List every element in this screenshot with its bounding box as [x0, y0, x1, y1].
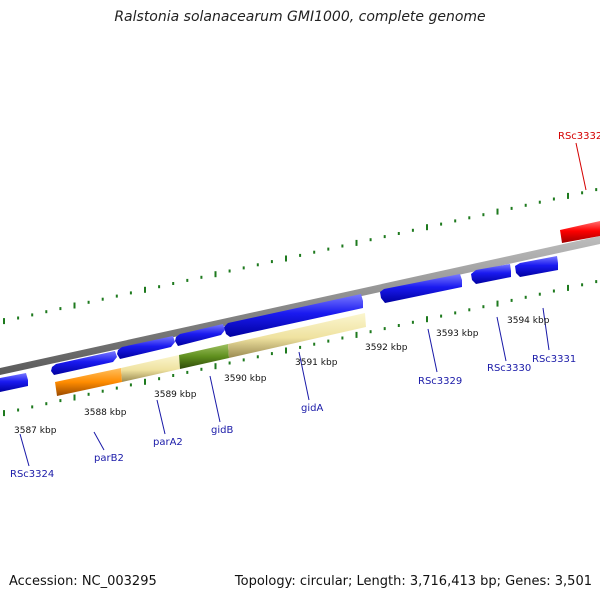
gene-arrow-parb2[interactable]: [55, 368, 122, 396]
gene-label-para2[interactable]: parA2: [153, 437, 183, 448]
leader-rsc3329: [427, 328, 438, 373]
gene-arrow-para2[interactable]: [121, 355, 180, 382]
gene-arrow-upper-4[interactable]: [224, 294, 363, 337]
leader-gida: [298, 351, 310, 401]
leader-gidb: [209, 375, 221, 423]
gene-arrow-rsc3332[interactable]: [560, 221, 600, 243]
gene-arrow-gida[interactable]: [228, 313, 366, 358]
scale-label: 3593 kbp: [436, 329, 479, 339]
gene-label-rsc3331[interactable]: RSc3331: [532, 354, 576, 365]
gene-label-gida[interactable]: gidA: [301, 403, 323, 414]
leader-para2: [156, 399, 166, 435]
leader-rsc3332: [575, 142, 587, 191]
gene-label-parb2[interactable]: parB2: [94, 453, 124, 464]
genome-backbone: [0, 236, 600, 375]
gene-arrow-upper-2[interactable]: [117, 336, 175, 359]
gene-arrow-rsc3331[interactable]: [515, 256, 558, 277]
gene-label-rsc3329[interactable]: RSc3329: [418, 376, 462, 387]
forward-strand-tick-track: [3, 188, 598, 325]
gene-arrow-upper-3[interactable]: [175, 324, 225, 346]
forward-strand-features: [51, 221, 600, 375]
leader-rsc3330: [496, 316, 507, 362]
scale-label: 3588 kbp: [84, 408, 127, 418]
scale-label: 3592 kbp: [365, 343, 408, 353]
gene-label-rsc3330[interactable]: RSc3330: [487, 363, 531, 374]
scale-label: 3594 kbp: [507, 316, 550, 326]
reverse-strand-tick-track: [3, 280, 598, 417]
scale-labels: 3587 kbp 3588 kbp 3589 kbp 3590 kbp 3591…: [14, 316, 550, 436]
gene-label-rsc3324[interactable]: RSc3324: [10, 469, 54, 480]
map-title: Ralstonia solanacearum GMI1000, complete…: [114, 9, 486, 25]
accession-text: Accession: NC_003295: [9, 574, 157, 589]
scale-label: 3589 kbp: [154, 390, 197, 400]
leader-rsc3324: [19, 433, 30, 467]
gene-label-gidb[interactable]: gidB: [211, 425, 233, 436]
leader-rsc3331: [542, 307, 550, 351]
gene-arrow-rsc3329[interactable]: [380, 274, 462, 303]
gene-arrow-rsc3330[interactable]: [471, 264, 511, 284]
scale-label: 3590 kbp: [224, 374, 267, 384]
leader-lines: [19, 142, 587, 467]
leader-parb2: [93, 431, 105, 451]
scale-label: 3591 kbp: [295, 358, 338, 368]
gene-arrow-rsc3324[interactable]: [0, 373, 28, 392]
gene-label-rsc3332[interactable]: RSc3332: [558, 131, 600, 142]
genome-summary-text: Topology: circular; Length: 3,716,413 bp…: [234, 574, 592, 589]
scale-label: 3587 kbp: [14, 426, 57, 436]
gene-arrow-upper-1[interactable]: [51, 351, 117, 375]
reverse-strand-features: [0, 313, 366, 396]
gene-labels: RSc3332 RSc3324 parB2 parA2 gidB gidA RS…: [10, 131, 600, 480]
gene-arrow-gidb[interactable]: [179, 344, 229, 369]
